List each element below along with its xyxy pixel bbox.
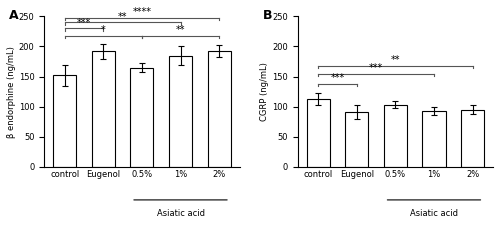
Bar: [169, 55, 192, 167]
Text: A: A: [9, 9, 18, 22]
Text: Asiatic acid: Asiatic acid: [410, 209, 458, 218]
Text: ***: ***: [77, 18, 91, 28]
Text: ***: ***: [369, 63, 383, 73]
Bar: [306, 99, 330, 167]
Bar: [345, 112, 368, 167]
Text: B: B: [262, 9, 272, 22]
Bar: [384, 105, 407, 167]
Text: **: **: [390, 55, 400, 65]
Text: **: **: [118, 12, 128, 22]
Bar: [130, 68, 154, 167]
Y-axis label: CGRP (ng/mL): CGRP (ng/mL): [260, 62, 270, 121]
Text: ***: ***: [330, 73, 344, 83]
Bar: [461, 110, 484, 167]
Text: Asiatic acid: Asiatic acid: [156, 209, 204, 218]
Y-axis label: β endorphine (ng/mL): β endorphine (ng/mL): [7, 46, 16, 137]
Text: *: *: [101, 25, 105, 35]
Text: ****: ****: [132, 7, 152, 17]
Bar: [208, 51, 231, 167]
Bar: [422, 111, 446, 167]
Bar: [53, 75, 76, 167]
Text: **: **: [176, 25, 186, 35]
Bar: [92, 51, 115, 167]
